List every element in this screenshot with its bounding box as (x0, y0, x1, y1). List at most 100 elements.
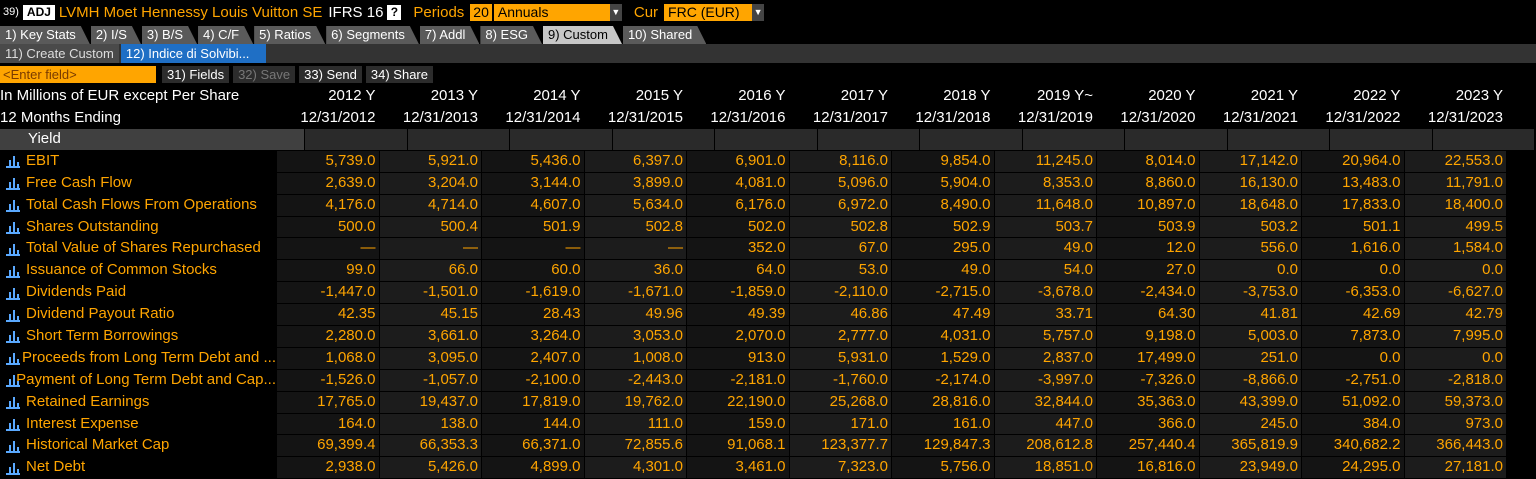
table-cell[interactable]: -1,447.0 (276, 282, 379, 304)
table-cell[interactable]: 27,181.0 (1403, 457, 1506, 479)
table-cell[interactable]: 7,873.0 (1301, 326, 1404, 347)
table-cell[interactable]: 19,437.0 (378, 391, 481, 413)
table-cell[interactable]: 159.0 (686, 413, 789, 435)
tab-4[interactable]: 5) Ratios (254, 26, 325, 44)
table-cell[interactable]: -3,753.0 (1198, 282, 1301, 304)
table-cell[interactable]: 3,899.0 (583, 172, 686, 194)
table-row[interactable]: EBIT 5,739.0 5,921.0 5,436.0 6,397.0 6,901.0 8… (0, 150, 1536, 173)
table-cell[interactable]: — (583, 238, 686, 260)
table-cell[interactable]: 7,323.0 (788, 457, 891, 479)
table-cell[interactable]: -2,715.0 (891, 282, 994, 304)
table-cell[interactable]: 6,972.0 (788, 194, 891, 216)
table-cell[interactable]: 64.0 (686, 260, 789, 282)
table-cell[interactable]: 19,762.0 (583, 391, 686, 413)
bar-chart-icon[interactable] (6, 154, 22, 169)
table-cell[interactable]: 99.0 (276, 260, 379, 282)
table-cell[interactable]: 8,860.0 (1096, 172, 1199, 194)
table-cell[interactable]: 27.0 (1096, 260, 1199, 282)
table-cell[interactable]: 384.0 (1301, 413, 1404, 435)
table-cell[interactable]: 8,014.0 (1096, 150, 1199, 172)
table-cell[interactable]: 171.0 (788, 413, 891, 435)
adj-button[interactable]: ADJ (22, 4, 55, 20)
table-cell[interactable]: 22,553.0 (1403, 150, 1506, 172)
send-button[interactable]: 33) Send (299, 65, 362, 83)
bar-chart-icon[interactable] (6, 264, 22, 278)
table-cell[interactable]: 129,847.3 (891, 435, 994, 457)
bar-chart-icon[interactable] (6, 461, 22, 475)
table-cell[interactable]: -3,997.0 (993, 369, 1096, 391)
tab-2[interactable]: 3) B/S (142, 26, 197, 44)
table-cell[interactable]: 500.4 (378, 216, 481, 238)
table-cell[interactable]: -2,818.0 (1403, 369, 1506, 391)
table-row[interactable]: Proceeds from Long Term Debt and ... 1,06… (0, 347, 1536, 370)
tab-8[interactable]: 9) Custom (543, 26, 622, 44)
bar-chart-icon[interactable] (6, 176, 22, 191)
table-cell[interactable]: 11,648.0 (993, 194, 1096, 216)
row-label-cell[interactable]: Total Cash Flows From Operations (0, 194, 276, 216)
table-cell[interactable]: -1,760.0 (788, 369, 891, 391)
tab-3[interactable]: 4) C/F (198, 26, 253, 44)
table-cell[interactable]: — (378, 238, 481, 260)
table-cell[interactable]: 4,714.0 (378, 194, 481, 216)
table-cell[interactable]: 3,264.0 (481, 326, 584, 347)
bar-chart-icon[interactable] (6, 373, 20, 388)
table-cell[interactable]: 3,053.0 (583, 326, 686, 347)
table-cell[interactable]: 502.8 (788, 216, 891, 238)
table-cell[interactable]: 66,371.0 (481, 435, 584, 457)
table-cell[interactable]: 66.0 (378, 260, 481, 282)
table-row[interactable]: Total Cash Flows From Operations 4,176.0 4… (0, 194, 1536, 217)
table-cell[interactable]: 36.0 (583, 260, 686, 282)
table-cell[interactable]: — (276, 238, 379, 260)
table-cell[interactable]: 51,092.0 (1301, 391, 1404, 413)
chevron-down-icon[interactable]: ▼ (752, 3, 765, 21)
table-cell[interactable]: — (481, 238, 584, 260)
table-cell[interactable]: 502.0 (686, 216, 789, 238)
table-cell[interactable]: 5,931.0 (788, 347, 891, 369)
table-cell[interactable]: 23,949.0 (1198, 457, 1301, 479)
chevron-down-icon[interactable]: ▼ (609, 3, 622, 21)
table-cell[interactable]: 5,756.0 (891, 457, 994, 479)
period-type-select[interactable]: Annuals (493, 3, 610, 21)
bar-chart-icon[interactable] (6, 198, 22, 213)
table-cell[interactable]: 5,003.0 (1198, 326, 1301, 347)
table-row[interactable]: Short Term Borrowings 2,280.0 3,661.0 3,264… (0, 326, 1536, 348)
table-cell[interactable]: 59,373.0 (1403, 391, 1506, 413)
table-cell[interactable]: 2,639.0 (276, 172, 379, 194)
table-cell[interactable]: 556.0 (1198, 238, 1301, 260)
table-cell[interactable]: 35,363.0 (1096, 391, 1199, 413)
table-cell[interactable]: 4,899.0 (481, 457, 584, 479)
tab-create-custom[interactable]: 11) Create Custom (0, 44, 119, 63)
table-cell[interactable]: 208,612.8 (993, 435, 1096, 457)
table-cell[interactable]: 24,295.0 (1301, 457, 1404, 479)
table-cell[interactable]: -2,751.0 (1301, 369, 1404, 391)
table-cell[interactable]: 11,245.0 (993, 150, 1096, 172)
table-cell[interactable]: 447.0 (993, 413, 1096, 435)
table-cell[interactable]: 4,301.0 (583, 457, 686, 479)
table-cell[interactable]: 10,897.0 (1096, 194, 1199, 216)
table-cell[interactable]: 251.0 (1198, 347, 1301, 369)
row-label-cell[interactable]: Short Term Borrowings (0, 326, 276, 347)
table-cell[interactable]: -8,866.0 (1198, 369, 1301, 391)
table-cell[interactable]: 973.0 (1403, 413, 1506, 435)
table-cell[interactable]: -1,526.0 (276, 369, 379, 391)
bar-chart-icon[interactable] (6, 242, 22, 256)
save-button[interactable]: 32) Save (233, 65, 296, 83)
tab-indice-di-solvibilita[interactable]: 12) Indice di Solvibi... (120, 44, 266, 63)
tab-0[interactable]: 1) Key Stats (0, 26, 90, 44)
table-cell[interactable]: 49.39 (686, 304, 789, 326)
table-row[interactable]: Issuance of Common Stocks 99.0 66.0 60.0 36.… (0, 260, 1536, 283)
table-row[interactable]: Free Cash Flow 2,639.0 3,204.0 3,144.0 3,899… (0, 172, 1536, 195)
tab-5[interactable]: 6) Segments (326, 26, 419, 44)
table-cell[interactable]: 16,130.0 (1198, 172, 1301, 194)
table-cell[interactable]: 4,176.0 (276, 194, 379, 216)
table-cell[interactable]: 1,616.0 (1301, 238, 1404, 260)
tab-6[interactable]: 7) Addl (420, 26, 479, 44)
table-cell[interactable]: 7,995.0 (1403, 326, 1506, 347)
table-cell[interactable]: 1,068.0 (276, 347, 379, 369)
bar-chart-icon[interactable] (6, 220, 22, 234)
table-cell[interactable]: 28.43 (481, 304, 584, 326)
row-label-cell[interactable]: EBIT (0, 150, 276, 172)
table-cell[interactable]: -1,859.0 (686, 282, 789, 304)
table-cell[interactable]: -2,110.0 (788, 282, 891, 304)
table-cell[interactable]: 499.5 (1403, 216, 1506, 238)
